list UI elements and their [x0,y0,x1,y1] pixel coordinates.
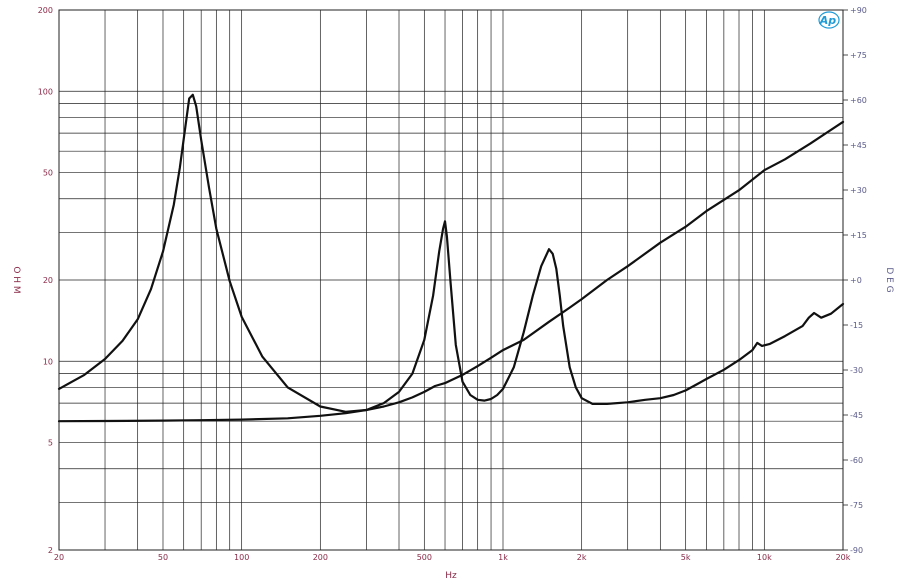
left-tick-label: 200 [38,6,53,15]
left-tick-label: 5 [48,439,53,448]
x-tick-label: 5k [681,553,691,562]
ap-logo-text: Ap [819,14,837,27]
x-tick-label: 100 [234,553,249,562]
left-axis-ticks: 2 5 10 20 50 100 200 [38,6,53,555]
x-tick-label: 1k [498,553,508,562]
right-tick-label: +75 [850,51,867,60]
right-tick-label: -30 [850,366,863,375]
right-axis-title: D E G [884,267,894,292]
x-tick-label: 500 [417,553,432,562]
right-tick-label: -45 [850,411,863,420]
right-tick-label: +45 [850,141,867,150]
plot-grid [59,10,843,550]
right-tick-label: -75 [850,501,863,510]
left-tick-label: 10 [43,357,53,366]
right-tick-label: +0 [850,276,862,285]
x-tick-label: 2k [577,553,587,562]
right-tick-label: -60 [850,456,863,465]
x-tick-label: 20 [54,553,64,562]
x-tick-label: 10k [757,553,772,562]
right-tick-label: +90 [850,6,867,15]
x-tick-label: 50 [158,553,168,562]
x-tick-label: 200 [313,553,328,562]
left-axis-title: O H M [11,266,21,293]
series-layer [57,93,845,423]
right-tick-label: +30 [850,186,867,195]
left-tick-label: 50 [43,169,53,178]
right-tick-label: -90 [850,546,863,555]
right-axis-ticks: +90 +75 +60 +45 +30 +15 +0 -15 -30 -45 -60 -75 -90 [843,6,867,555]
x-axis-title: Hz [445,571,457,581]
ap-logo-icon: Ap [818,11,840,29]
x-axis-ticks: 20 50 100 200 500 1k 2k 5k 10k 20k [54,553,851,562]
left-tick-label: 2 [48,546,53,555]
x-tick-label: 20k [836,553,851,562]
left-tick-label: 100 [38,87,53,96]
series-line-phase [57,120,845,423]
right-tick-label: +15 [850,231,867,240]
left-tick-label: 20 [43,276,53,285]
right-tick-label: +60 [850,96,867,105]
right-tick-label: -15 [850,321,863,330]
series-line-impedance [57,93,845,413]
